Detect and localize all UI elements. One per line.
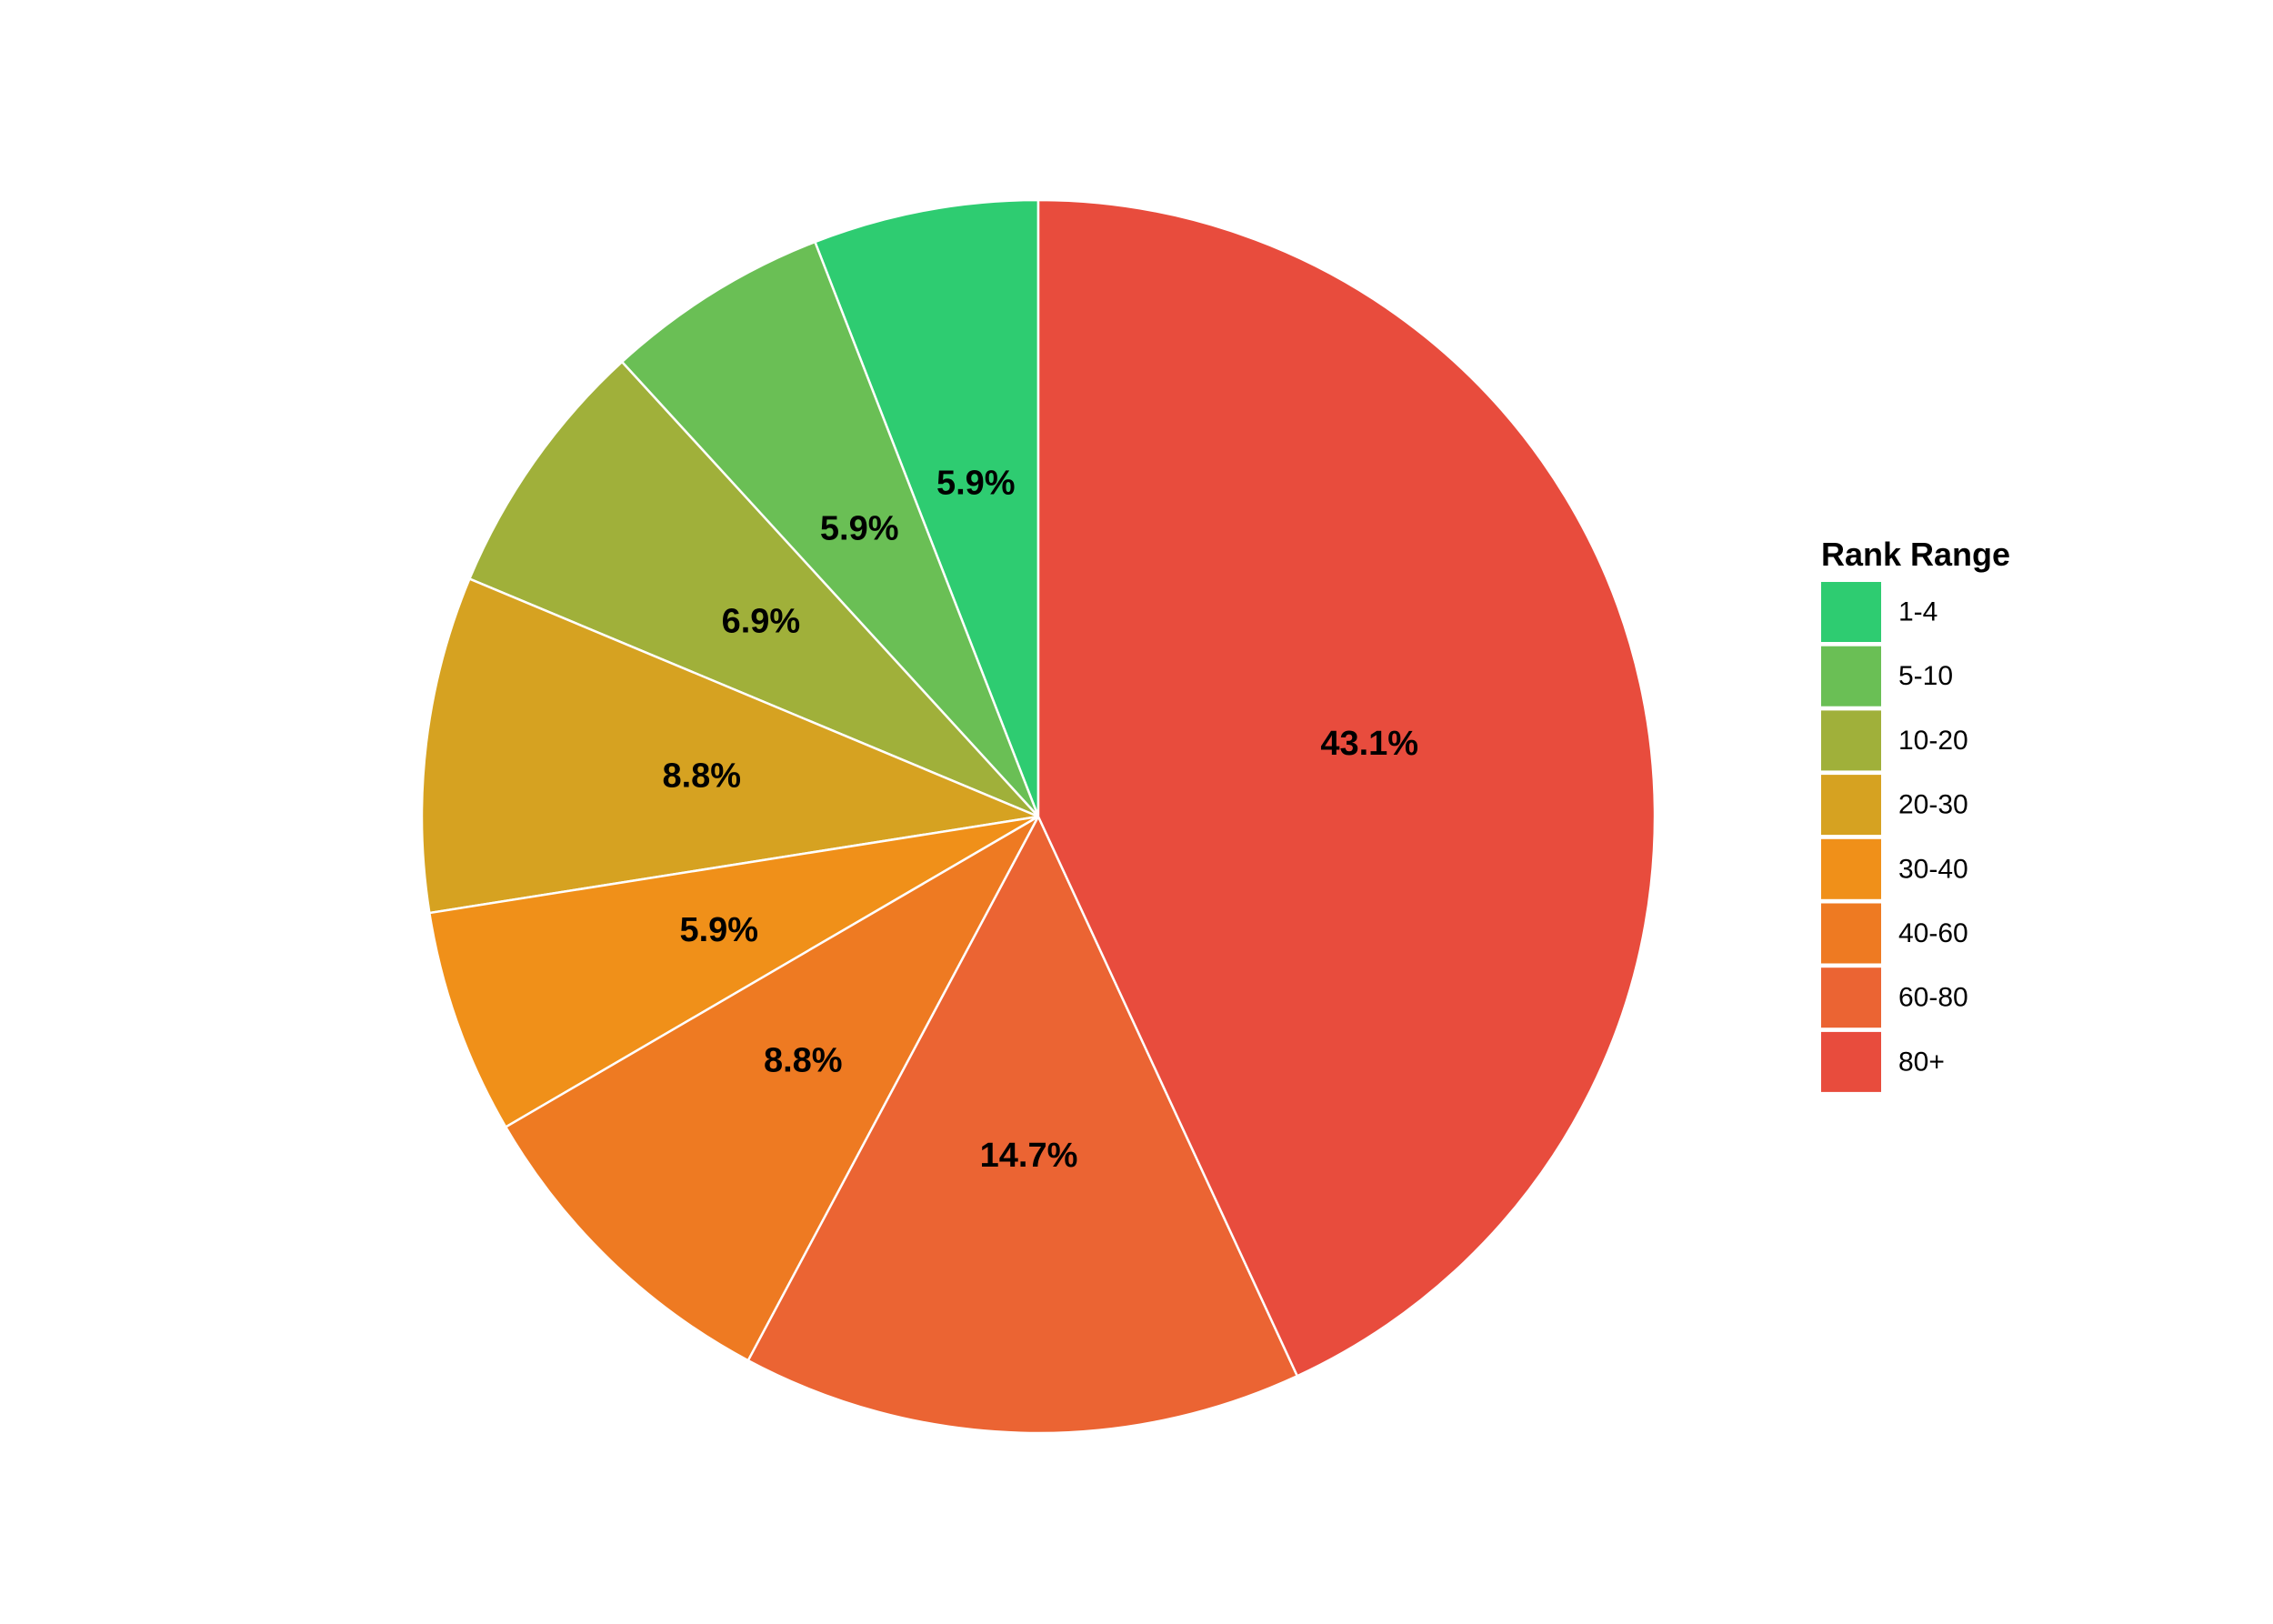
pie-slice-20-30 xyxy=(420,576,1043,915)
pie-slice-60-80 xyxy=(746,814,1299,1435)
slice-label-20-30: 8.8% xyxy=(662,757,741,796)
slice-label-1-4: 5.9% xyxy=(936,465,1016,503)
legend-label-5-10: 5-10 xyxy=(1898,661,1953,691)
legend-label-20-30: 20-30 xyxy=(1898,790,1968,820)
legend-label-80+: 80+ xyxy=(1898,1047,1945,1077)
legend-swatch-10-20 xyxy=(1821,710,1881,771)
pie-slice-80+ xyxy=(1036,198,1657,1378)
legend-swatch-5-10 xyxy=(1821,646,1881,707)
slice-label-10-20: 6.9% xyxy=(722,603,801,641)
slice-label-80+: 43.1% xyxy=(1320,725,1418,763)
legend-label-40-60: 40-60 xyxy=(1898,918,1968,948)
legend-items: 1-4 5-10 10-20 20-30 30-40 40-60 60-80 80+ xyxy=(1821,582,1968,1092)
legend-swatch-40-60 xyxy=(1821,903,1881,964)
legend-swatch-30-40 xyxy=(1821,838,1881,899)
legend-swatch-1-4 xyxy=(1821,582,1881,642)
pie-slice-30-40 xyxy=(427,815,1039,1129)
legend-title: Rank Range xyxy=(1821,536,2010,573)
legend-label-30-40: 30-40 xyxy=(1898,854,1968,884)
legend-label-10-20: 10-20 xyxy=(1898,726,1968,756)
slice-label-60-80: 14.7% xyxy=(980,1137,1078,1175)
slice-label-40-60: 8.8% xyxy=(764,1042,843,1080)
slice-label-30-40: 5.9% xyxy=(679,911,758,949)
legend-label-1-4: 1-4 xyxy=(1898,597,1938,627)
pie-slice-40-60 xyxy=(504,813,1042,1362)
legend-swatch-20-30 xyxy=(1821,775,1881,836)
legend: Rank Range 1-4 5-10 10-20 20-30 30-40 40-60 60… xyxy=(1821,536,2010,1092)
pie-slice-10-20 xyxy=(467,360,1039,818)
pie-slices xyxy=(420,198,1657,1435)
slice-label-5-10: 5.9% xyxy=(820,509,899,547)
pie-slice-5-10 xyxy=(620,240,1040,817)
legend-swatch-60-80 xyxy=(1821,967,1881,1028)
slice-labels: 5.9% 5.9% 6.9% 8.8% 5.9% 8.8% 14.7% 43.1% xyxy=(662,465,1418,1175)
legend-swatch-80+ xyxy=(1821,1031,1881,1092)
pie-slice-1-4 xyxy=(813,198,1040,817)
legend-label-60-80: 60-80 xyxy=(1898,983,1968,1013)
